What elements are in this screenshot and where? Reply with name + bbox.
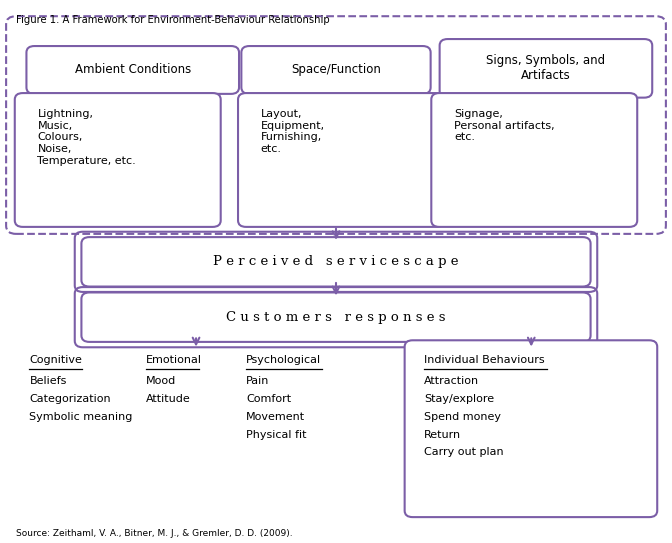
- Text: Signage,
Personal artifacts,
etc.: Signage, Personal artifacts, etc.: [454, 109, 554, 142]
- Text: Physical fit: Physical fit: [246, 430, 306, 439]
- Text: C u s t o m e r s   r e s p o n s e s: C u s t o m e r s r e s p o n s e s: [226, 311, 446, 324]
- FancyBboxPatch shape: [238, 93, 444, 227]
- FancyBboxPatch shape: [81, 293, 591, 342]
- Text: Attitude: Attitude: [146, 394, 191, 404]
- Text: Emotional: Emotional: [146, 355, 202, 365]
- Text: Stay/explore: Stay/explore: [424, 394, 494, 404]
- Text: Comfort: Comfort: [246, 394, 291, 404]
- Text: Figure 1. A Framework for Environment-Behaviour Relationship: Figure 1. A Framework for Environment-Be…: [16, 15, 330, 24]
- FancyBboxPatch shape: [241, 46, 431, 94]
- Text: Beliefs: Beliefs: [30, 376, 67, 386]
- Text: Pain: Pain: [246, 376, 269, 386]
- Text: Cognitive: Cognitive: [30, 355, 82, 365]
- FancyBboxPatch shape: [405, 340, 657, 517]
- Text: Space/Function: Space/Function: [291, 64, 381, 77]
- Text: Signs, Symbols, and
Artifacts: Signs, Symbols, and Artifacts: [487, 54, 605, 83]
- FancyBboxPatch shape: [431, 93, 637, 227]
- Text: P e r c e i v e d   s e r v i c e s c a p e: P e r c e i v e d s e r v i c e s c a p …: [213, 255, 459, 268]
- Text: Ambient Conditions: Ambient Conditions: [75, 64, 191, 77]
- Text: Return: Return: [424, 430, 461, 439]
- Text: Lightning,
Music,
Colours,
Noise,
Temperature, etc.: Lightning, Music, Colours, Noise, Temper…: [38, 109, 136, 166]
- Text: Psychological: Psychological: [246, 355, 321, 365]
- Text: Mood: Mood: [146, 376, 176, 386]
- Text: Source: Zeithaml, V. A., Bitner, M. J., & Gremler, D. D. (2009).: Source: Zeithaml, V. A., Bitner, M. J., …: [16, 528, 293, 538]
- Text: Movement: Movement: [246, 412, 305, 422]
- FancyBboxPatch shape: [15, 93, 220, 227]
- Text: Layout,
Equipment,
Furnishing,
etc.: Layout, Equipment, Furnishing, etc.: [261, 109, 325, 154]
- Text: Individual Behaviours: Individual Behaviours: [424, 355, 544, 365]
- FancyBboxPatch shape: [81, 237, 591, 287]
- Text: Carry out plan: Carry out plan: [424, 447, 503, 457]
- FancyBboxPatch shape: [26, 46, 239, 94]
- Text: Categorization: Categorization: [30, 394, 111, 404]
- Text: Attraction: Attraction: [424, 376, 479, 386]
- FancyBboxPatch shape: [439, 39, 653, 98]
- Text: Spend money: Spend money: [424, 412, 501, 422]
- Text: Symbolic meaning: Symbolic meaning: [30, 412, 133, 422]
